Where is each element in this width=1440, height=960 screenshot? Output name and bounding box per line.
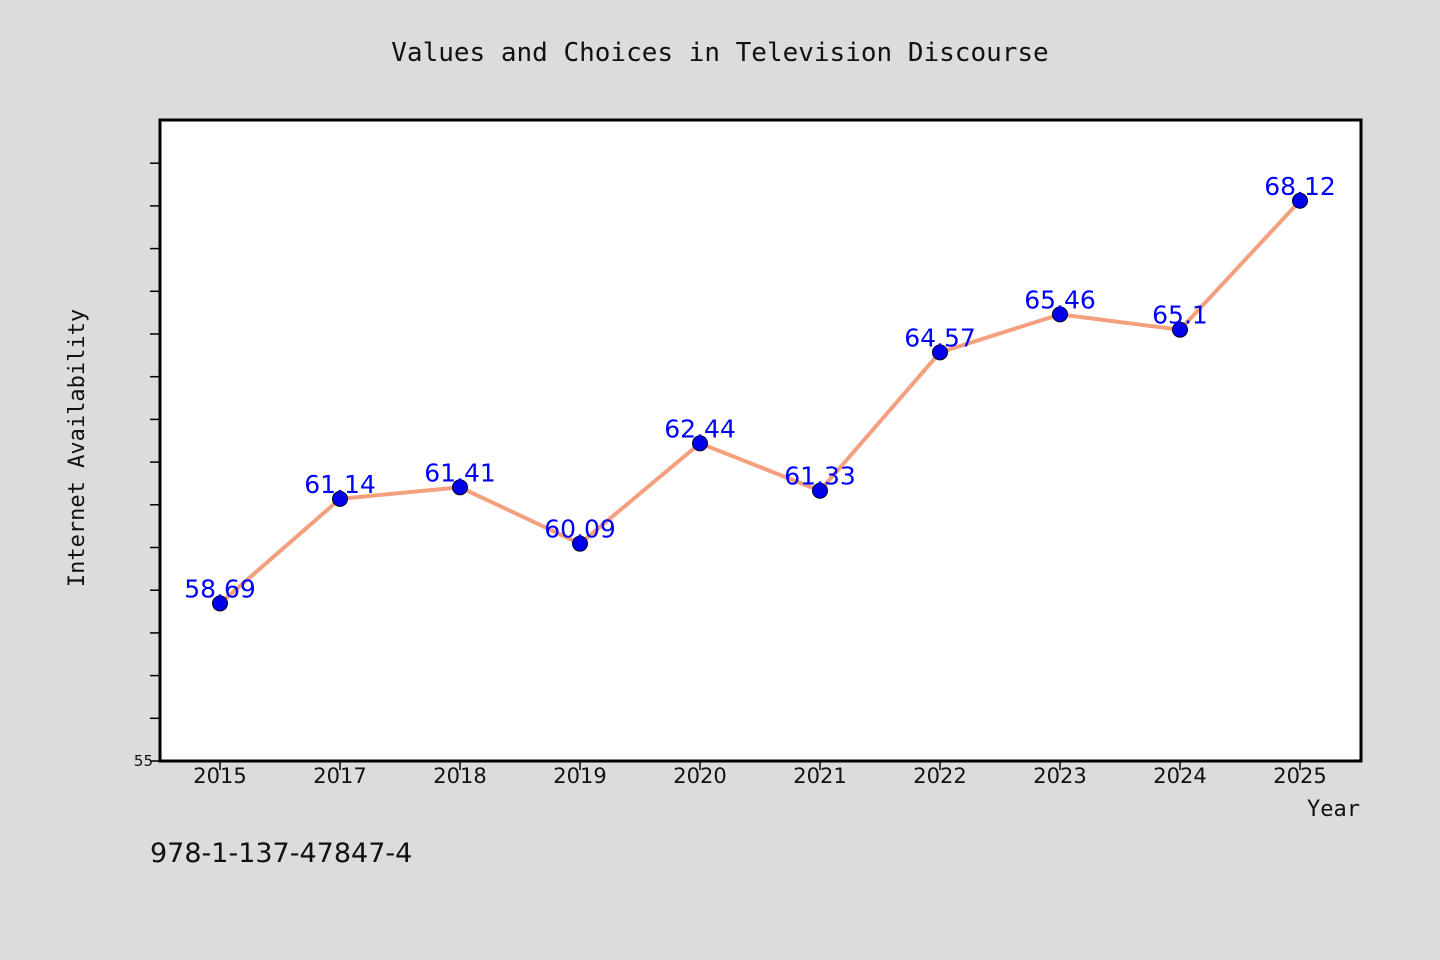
- footnote-container: 978-1-137-47847-4: [150, 838, 412, 869]
- x-axis-label: Year: [1307, 797, 1360, 822]
- data-point: [932, 344, 948, 361]
- x-tick-label: 2022: [913, 764, 966, 788]
- x-tick-label: 2018: [433, 764, 486, 788]
- x-tick-label: 2015: [193, 764, 246, 788]
- data-label: 61.14: [304, 470, 376, 499]
- data-label: 65.46: [1024, 285, 1096, 314]
- x-tick-label: 2025: [1273, 764, 1326, 788]
- x-axis-ticks: 2015 2017 2018 2019 2020 2021 2022 2023 2024 2025: [193, 761, 1327, 788]
- data-point: [212, 595, 228, 612]
- data-label: 62.44: [664, 414, 736, 443]
- x-tick-label: 2021: [793, 764, 846, 788]
- data-point: [812, 482, 828, 499]
- data-label: 65.1: [1152, 301, 1208, 330]
- y-tick-label: 55: [134, 752, 153, 770]
- data-point: [1052, 306, 1068, 323]
- data-labels: 58.69 61.14 61.41 60.09 62.44 61.33 64.57 65.46…: [184, 172, 1336, 604]
- series-line: [218, 198, 1302, 606]
- data-label: 61.33: [784, 462, 856, 491]
- y-axis-label: Internet Availability: [65, 309, 90, 587]
- x-tick-label: 2024: [1153, 764, 1206, 788]
- data-label: 61.41: [424, 458, 496, 487]
- x-tick-label: 2020: [673, 764, 726, 788]
- data-label: 68.12: [1264, 172, 1336, 201]
- data-point: [1292, 192, 1308, 209]
- data-label: 58.69: [184, 574, 256, 603]
- x-tick-label: 2017: [313, 764, 366, 788]
- data-point: [572, 535, 588, 552]
- data-point: [1172, 321, 1188, 338]
- data-point: [332, 490, 348, 507]
- data-label: 64.57: [904, 323, 976, 352]
- data-point: [692, 435, 708, 452]
- data-point: [452, 479, 468, 496]
- series-markers: [212, 192, 1308, 612]
- chart-title: Values and Choices in Television Discour…: [391, 38, 1048, 68]
- footnote: 978-1-137-47847-4: [150, 838, 412, 869]
- x-tick-label: 2019: [553, 764, 606, 788]
- y-axis-ticks: 55: [134, 162, 160, 770]
- data-label: 60.09: [544, 515, 616, 544]
- plot-area: [158, 118, 1363, 763]
- series-line-group: [218, 198, 1302, 606]
- x-tick-label: 2023: [1033, 764, 1086, 788]
